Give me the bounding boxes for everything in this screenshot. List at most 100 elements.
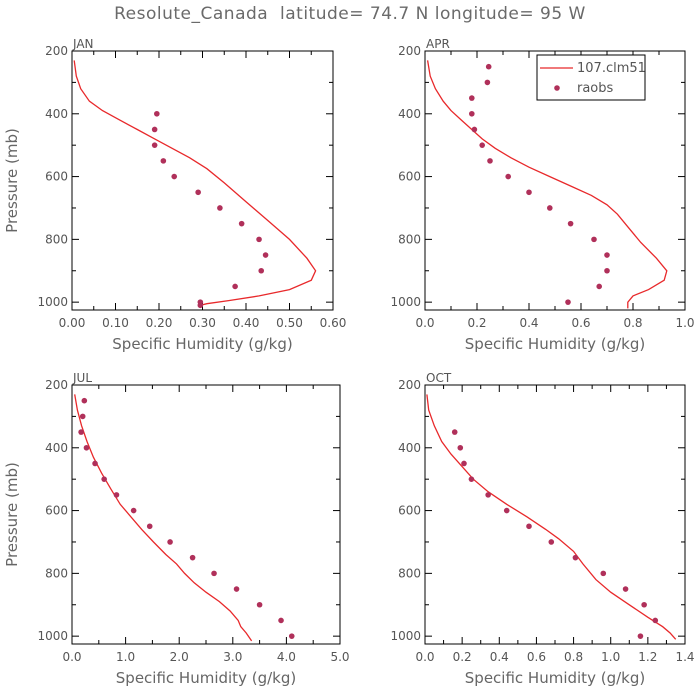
obs-point bbox=[151, 142, 158, 148]
obs-point bbox=[591, 236, 597, 243]
x-axis-title: Specific Humidity (g/kg) bbox=[112, 335, 292, 353]
obs-point bbox=[171, 173, 178, 180]
obs-point bbox=[600, 570, 607, 577]
x-tick-label: 0.0 bbox=[62, 650, 81, 664]
y-tick-label: 1000 bbox=[390, 629, 421, 643]
x-tick-label: 0.40 bbox=[233, 316, 260, 330]
obs-point bbox=[151, 126, 158, 133]
obs-point bbox=[604, 267, 610, 274]
obs-point bbox=[217, 205, 223, 211]
legend: 107.clm51 raobs bbox=[536, 54, 646, 101]
obs-point bbox=[485, 492, 491, 498]
panel-label: APR bbox=[426, 37, 450, 51]
obs-point bbox=[526, 189, 532, 196]
obs-point bbox=[262, 252, 269, 258]
obs-point bbox=[79, 413, 86, 420]
x-tick-label: 1.4 bbox=[675, 650, 694, 664]
x-tick-label: 0.6 bbox=[527, 650, 546, 664]
chart-panel-oct: 0.0 0.2 0.4 0.6 0.8 1.0 1.2 1.4 200 400 600 800 1000… bbox=[390, 371, 694, 687]
x-tick-label: 0.50 bbox=[276, 316, 303, 330]
chart-panel-jan: 0.00 0.10 0.20 0.30 0.40 0.50 0.60 200 400 600 800… bbox=[3, 37, 346, 353]
y-tick-label: 1000 bbox=[390, 295, 421, 309]
page-title: Resolute_Canada latitude= 74.7 N longitu… bbox=[114, 4, 586, 24]
y-tick-label: 800 bbox=[45, 232, 68, 246]
x-axis-title: Specific Humidity (g/kg) bbox=[465, 669, 645, 687]
obs-point bbox=[78, 429, 84, 435]
chart-panel-jul: 0.0 1.0 2.0 3.0 4.0 5.0 200 400 600 800 1000 Specif… bbox=[3, 371, 350, 687]
y-tick-label: 400 bbox=[45, 107, 68, 121]
obs-point bbox=[652, 617, 659, 624]
obs-point bbox=[195, 189, 201, 196]
y-tick-label: 600 bbox=[398, 170, 421, 184]
y-tick-label: 600 bbox=[398, 504, 421, 518]
x-tick-label: 2.0 bbox=[170, 650, 189, 664]
obs-point bbox=[637, 633, 644, 639]
obs-point bbox=[457, 444, 464, 451]
y-axis-title: Pressure (mb) bbox=[3, 128, 21, 233]
obs-point bbox=[485, 63, 492, 70]
x-tick-label: 0.8 bbox=[564, 650, 583, 664]
obs-point bbox=[469, 110, 475, 117]
y-tick-label: 400 bbox=[45, 441, 68, 455]
x-tick-label: 0.00 bbox=[59, 316, 86, 330]
y-tick-label: 200 bbox=[45, 44, 68, 58]
obs-point bbox=[451, 429, 458, 435]
x-axis-title: Specific Humidity (g/kg) bbox=[465, 335, 645, 353]
obs-point bbox=[130, 507, 137, 514]
obs-point bbox=[471, 126, 478, 133]
obs-point bbox=[505, 173, 512, 180]
obs-point bbox=[146, 523, 153, 530]
y-tick-label: 600 bbox=[45, 170, 68, 184]
obs-point bbox=[233, 586, 240, 592]
obs-point bbox=[565, 299, 571, 305]
x-tick-label: 0.8 bbox=[623, 316, 642, 330]
obs-point bbox=[503, 507, 510, 514]
obs-point bbox=[461, 460, 467, 467]
x-tick-label: 0.4 bbox=[519, 316, 538, 330]
obs-point bbox=[479, 142, 486, 148]
model-line bbox=[426, 394, 677, 640]
x-tick-label: 0.30 bbox=[189, 316, 216, 330]
plot-frame bbox=[71, 50, 334, 311]
panel-label: JAN bbox=[72, 37, 94, 51]
obs-point bbox=[189, 554, 196, 561]
obs-point bbox=[232, 283, 238, 290]
obs-point bbox=[604, 252, 610, 258]
x-tick-label: 0.4 bbox=[490, 650, 509, 664]
x-tick-label: 0.60 bbox=[320, 316, 347, 330]
model-line bbox=[74, 394, 253, 642]
obs-point bbox=[641, 601, 647, 608]
y-axis-title: Pressure (mb) bbox=[3, 462, 21, 567]
y-tick-label: 400 bbox=[398, 441, 421, 455]
obs-point bbox=[484, 79, 491, 86]
x-tick-label: 0.6 bbox=[571, 316, 590, 330]
legend-box bbox=[536, 54, 646, 101]
obs-point bbox=[83, 444, 90, 451]
obs-point bbox=[113, 492, 120, 498]
obs-point bbox=[596, 283, 602, 290]
legend-label-model: 107.clm51 bbox=[577, 61, 646, 76]
x-tick-label: 0.2 bbox=[467, 316, 486, 330]
model-line bbox=[426, 60, 668, 309]
model-line bbox=[73, 60, 317, 306]
obs-point bbox=[258, 267, 265, 274]
obs-point bbox=[211, 570, 217, 577]
obs-point bbox=[622, 586, 629, 592]
obs-point bbox=[92, 460, 98, 467]
y-tick-label: 800 bbox=[398, 566, 421, 580]
plot-frame bbox=[71, 384, 341, 645]
obs-point bbox=[288, 633, 295, 639]
panel-label: JUL bbox=[72, 371, 92, 385]
x-tick-label: 5.0 bbox=[330, 650, 349, 664]
obs-point bbox=[548, 539, 555, 545]
x-tick-label: 0.0 bbox=[415, 316, 434, 330]
y-tick-label: 1000 bbox=[37, 629, 68, 643]
obs-point bbox=[278, 617, 284, 624]
obs-point bbox=[547, 205, 553, 211]
x-tick-label: 1.0 bbox=[601, 650, 620, 664]
x-tick-label: 0.10 bbox=[102, 316, 129, 330]
x-tick-label: 1.0 bbox=[116, 650, 135, 664]
obs-point bbox=[487, 158, 493, 164]
legend-marker-swatch bbox=[554, 85, 560, 91]
obs-point bbox=[468, 476, 475, 482]
